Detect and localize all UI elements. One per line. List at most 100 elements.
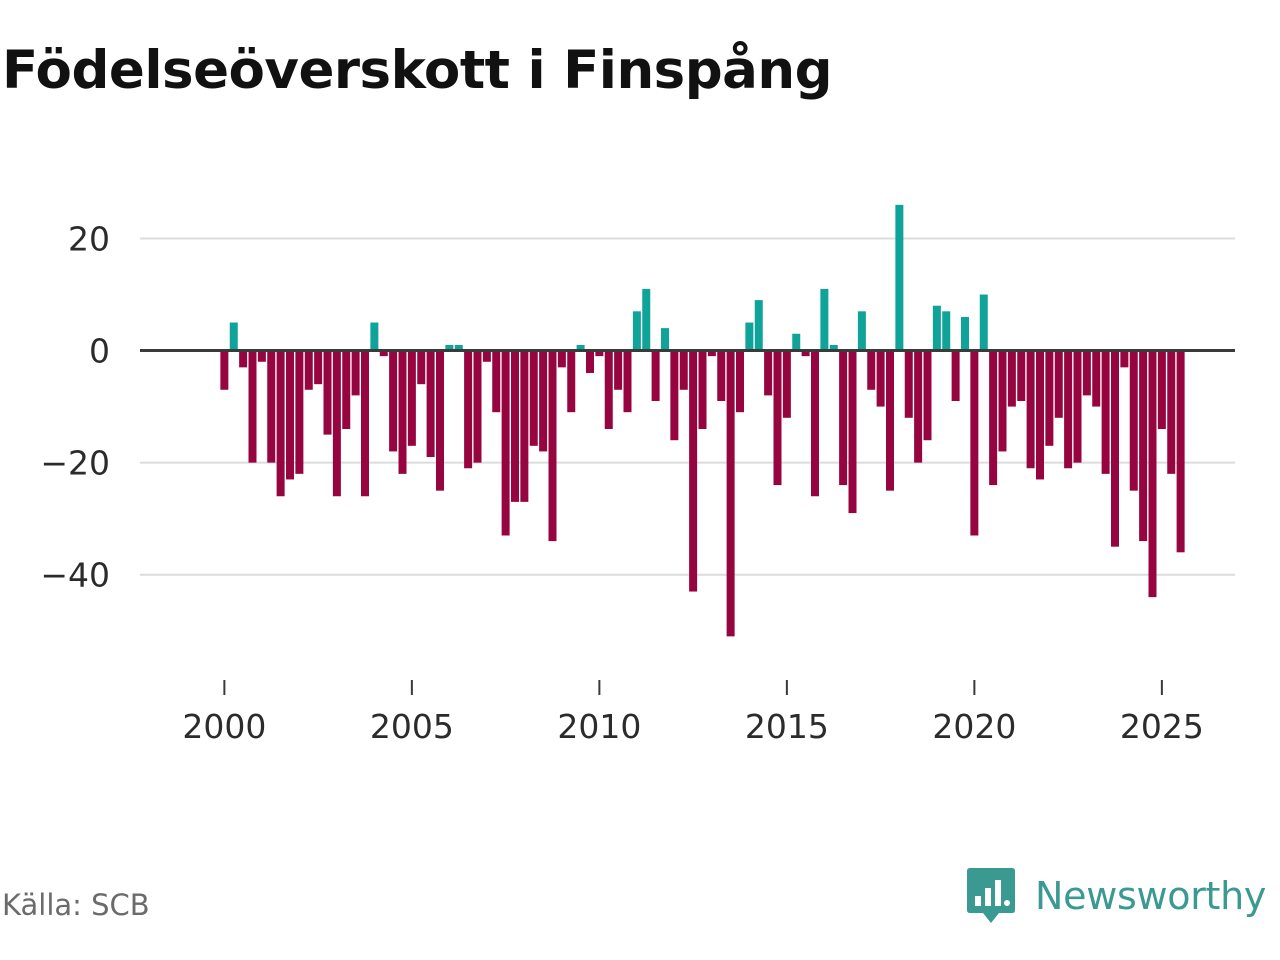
bar [998, 350, 1007, 452]
bar [417, 350, 426, 385]
x-tick-label: 2025 [1120, 707, 1204, 746]
bar [661, 328, 669, 351]
bar [389, 350, 398, 452]
bar [670, 350, 679, 441]
bar [426, 350, 435, 458]
bar [1101, 350, 1110, 474]
bar [1148, 350, 1157, 598]
x-tick-label: 2000 [182, 707, 266, 746]
bar [1092, 350, 1101, 407]
bar [764, 350, 773, 396]
bar [407, 350, 416, 446]
bar [492, 350, 501, 413]
bar [454, 344, 463, 351]
bar [257, 350, 266, 362]
bar [529, 350, 538, 446]
brand-name: Newsworthy [1035, 874, 1267, 918]
bar [473, 350, 482, 463]
bar [332, 350, 341, 497]
bar [567, 350, 576, 413]
bar [342, 350, 351, 430]
bar [501, 350, 510, 536]
bar [586, 350, 594, 373]
bar [1026, 350, 1035, 469]
bar [1007, 350, 1016, 407]
bar [286, 350, 294, 480]
bar [220, 350, 229, 390]
bar [904, 350, 913, 418]
bar [857, 311, 866, 351]
bar [370, 322, 379, 351]
bar [576, 344, 585, 351]
bar [989, 350, 998, 486]
x-tick-label: 2010 [557, 707, 641, 746]
bar [848, 350, 857, 514]
bar [829, 344, 838, 351]
bar [248, 350, 257, 463]
bar [511, 350, 519, 502]
bar [520, 350, 529, 502]
bar [1157, 350, 1166, 430]
newsworthy-logo-icon [967, 868, 1015, 923]
bar [276, 350, 285, 497]
bar [351, 350, 360, 396]
bar [811, 350, 819, 497]
bar [361, 350, 369, 497]
bar [782, 350, 791, 418]
bar [886, 350, 894, 491]
bar [754, 300, 763, 351]
bar [1045, 350, 1054, 446]
bar [482, 350, 491, 362]
bar [736, 350, 744, 413]
bar [820, 288, 829, 351]
bar [229, 322, 238, 351]
bar [895, 204, 904, 351]
bar [548, 350, 557, 542]
bar [1017, 350, 1026, 401]
bar [623, 350, 632, 413]
bar [792, 333, 801, 351]
bar [614, 350, 623, 390]
bar [867, 350, 876, 390]
bar [1167, 350, 1176, 474]
x-tick-label: 2015 [745, 707, 829, 746]
bar [604, 350, 613, 430]
bar [1064, 350, 1073, 469]
brand-logo[interactable]: Newsworthy [965, 866, 1266, 926]
bar [1036, 350, 1044, 480]
bar [445, 344, 454, 351]
bar [642, 288, 651, 351]
bar [1054, 350, 1063, 418]
bar [1139, 350, 1148, 542]
bar [970, 350, 979, 536]
bar [726, 350, 735, 637]
bar [1120, 350, 1129, 368]
bar [801, 350, 810, 357]
bar [1129, 350, 1138, 491]
bar [632, 311, 641, 351]
bar [436, 350, 444, 491]
bar [876, 350, 885, 407]
axes: 20 0 −20 −40 2000 2005 2010 2015 2020 2025 [40, 219, 1204, 746]
y-tick-label: −40 [40, 556, 110, 595]
bar [595, 350, 604, 357]
x-tick-label: 2005 [370, 707, 454, 746]
bar [773, 350, 782, 486]
gridlines [140, 237, 1235, 576]
bar [689, 350, 698, 592]
x-tick-label: 2020 [932, 707, 1016, 746]
bar [651, 350, 660, 401]
bar [932, 305, 941, 351]
bar [295, 350, 304, 474]
bar [923, 350, 932, 441]
bar [951, 350, 960, 401]
y-tick-label: −20 [40, 444, 110, 483]
bar [1176, 350, 1185, 553]
bar [557, 350, 566, 368]
chart-title: Födelseöverskott i Finspång [2, 40, 833, 101]
bar [314, 350, 323, 385]
bar [539, 350, 548, 452]
bar [979, 294, 988, 351]
bar [379, 350, 388, 357]
